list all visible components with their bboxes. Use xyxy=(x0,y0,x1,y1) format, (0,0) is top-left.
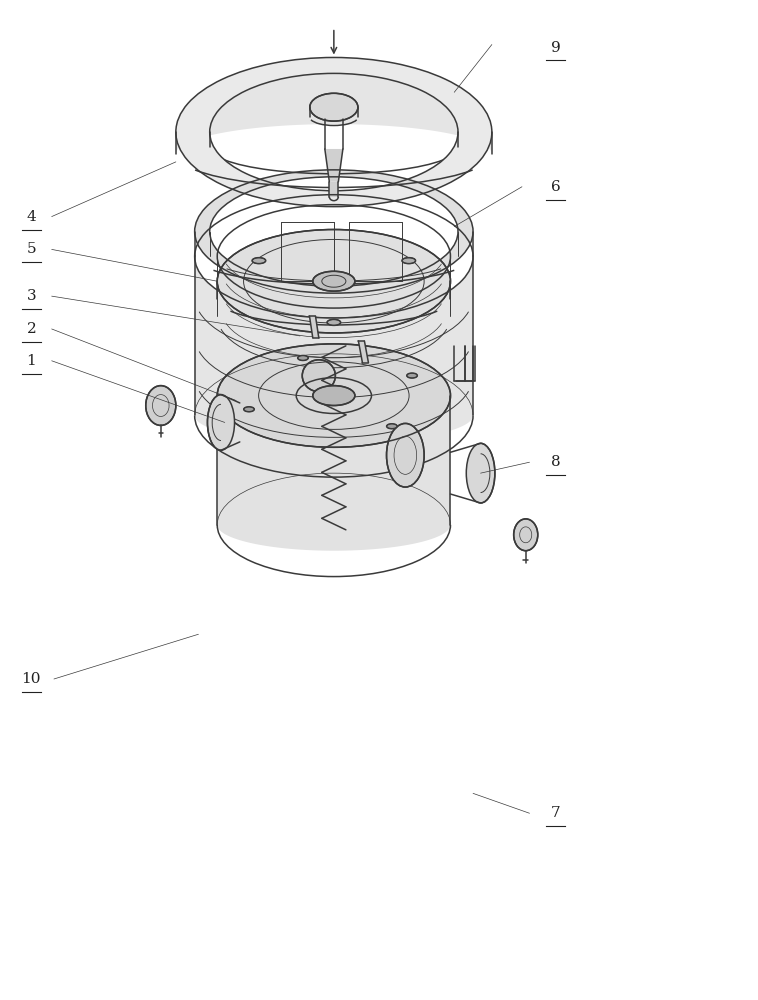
Ellipse shape xyxy=(313,271,355,291)
Ellipse shape xyxy=(466,443,495,503)
Ellipse shape xyxy=(310,93,358,121)
Polygon shape xyxy=(329,182,338,197)
Text: 2: 2 xyxy=(27,322,36,336)
Text: 10: 10 xyxy=(22,672,41,686)
Ellipse shape xyxy=(327,319,340,325)
Ellipse shape xyxy=(244,407,254,412)
Text: 7: 7 xyxy=(551,806,561,820)
Polygon shape xyxy=(176,57,492,154)
Polygon shape xyxy=(176,57,492,207)
Polygon shape xyxy=(359,341,368,363)
Text: 6: 6 xyxy=(551,180,561,194)
Text: 5: 5 xyxy=(27,242,36,256)
Ellipse shape xyxy=(146,386,176,425)
Ellipse shape xyxy=(514,519,537,551)
Ellipse shape xyxy=(218,344,450,447)
Text: 3: 3 xyxy=(27,289,36,303)
Polygon shape xyxy=(218,396,450,551)
Polygon shape xyxy=(195,256,473,443)
Ellipse shape xyxy=(218,230,450,333)
Ellipse shape xyxy=(402,258,415,264)
Polygon shape xyxy=(195,170,473,293)
Ellipse shape xyxy=(298,355,309,360)
Text: 4: 4 xyxy=(27,210,36,224)
Polygon shape xyxy=(309,316,319,338)
Ellipse shape xyxy=(407,373,418,378)
Text: 8: 8 xyxy=(551,455,561,469)
Ellipse shape xyxy=(387,424,397,429)
Text: 9: 9 xyxy=(551,41,561,55)
Ellipse shape xyxy=(252,258,266,264)
Ellipse shape xyxy=(208,395,234,450)
Ellipse shape xyxy=(387,423,424,487)
Text: 1: 1 xyxy=(27,354,36,368)
Ellipse shape xyxy=(302,360,335,392)
Ellipse shape xyxy=(313,386,355,406)
Polygon shape xyxy=(325,149,343,182)
